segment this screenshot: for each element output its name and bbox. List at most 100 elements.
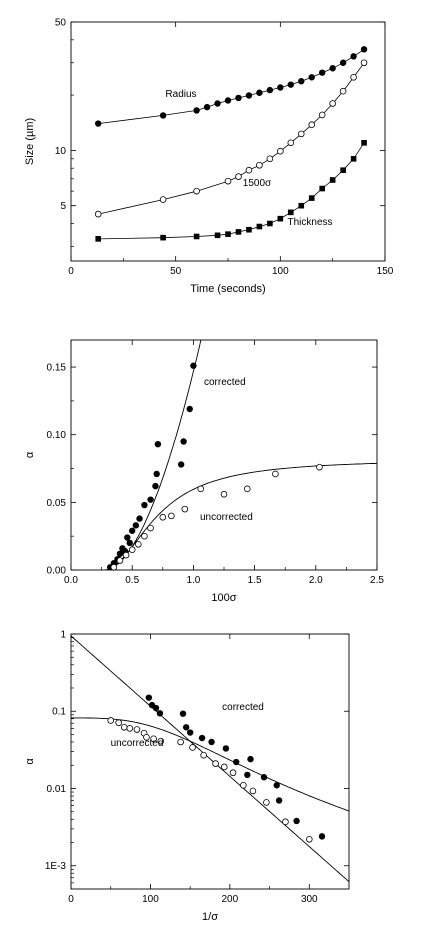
annotation-label: uncorrected — [111, 738, 164, 749]
data-point — [154, 440, 162, 448]
data-point — [245, 92, 253, 99]
x-tick-label: 200 — [222, 894, 239, 905]
data-point — [224, 97, 232, 104]
data-point — [297, 130, 305, 138]
data-point — [316, 463, 323, 471]
data-point — [220, 763, 228, 771]
fit-curves — [103, 340, 377, 570]
x-tick-label: 1.5 — [248, 575, 262, 586]
data-point — [233, 758, 240, 766]
fit-line-uncorrected — [71, 717, 349, 812]
data-point — [329, 177, 336, 183]
data-point — [126, 725, 134, 732]
fit-curves — [98, 48, 365, 240]
y-tick-label: 0.1 — [52, 707, 66, 718]
data-point — [197, 485, 205, 493]
data-point — [263, 799, 270, 806]
x-tick-label: 1.0 — [186, 575, 200, 586]
data-point — [135, 540, 142, 548]
data-point — [308, 74, 315, 81]
y-tick-label: 1E-3 — [45, 861, 67, 872]
data-point — [246, 226, 252, 233]
data-point — [136, 515, 143, 522]
data-point — [308, 121, 316, 129]
x-tick-label: 50 — [170, 266, 182, 277]
data-point — [107, 717, 115, 724]
data-point — [245, 166, 253, 174]
data-point — [145, 694, 153, 701]
data-point — [318, 833, 326, 840]
data-point — [179, 710, 187, 717]
x-tick-label: 0.0 — [64, 575, 78, 586]
series-uncorrected — [110, 463, 323, 571]
plot-frame — [70, 21, 386, 262]
data-point — [126, 539, 133, 547]
data-point — [266, 86, 274, 94]
data-point — [95, 120, 102, 127]
data-point — [150, 735, 157, 743]
y-axis-label: Size (µm) — [24, 118, 36, 165]
data-point — [110, 563, 118, 571]
data-point — [293, 817, 300, 825]
data-point — [256, 223, 263, 230]
chart-panel-2: 0.0 0.5 1.0 1.5 2.0 2.5 0.00 0.05 0.10 0.15 100σ α c… — [24, 339, 384, 604]
data-point — [360, 46, 368, 53]
y-tick-label: 0.05 — [47, 498, 67, 509]
data-point — [208, 738, 215, 746]
data-point — [132, 522, 140, 529]
data-point — [282, 818, 289, 826]
data-point — [122, 551, 130, 559]
series-1500- — [94, 59, 368, 218]
data-point — [256, 161, 263, 169]
x-axis-label: 100σ — [211, 592, 236, 604]
data-point — [190, 362, 197, 369]
data-point — [147, 524, 154, 532]
series-uncorrected — [107, 717, 313, 843]
data-point — [94, 210, 102, 218]
data-point — [198, 734, 206, 742]
data-point — [260, 774, 268, 781]
data-point — [272, 470, 279, 478]
x-tick-label: 150 — [377, 266, 394, 277]
data-point — [277, 147, 284, 155]
x-tick-label: 300 — [301, 894, 318, 905]
series-corrected — [145, 694, 326, 840]
data-point — [168, 512, 175, 520]
x-axis-label: Time (seconds) — [190, 283, 265, 295]
data-point — [319, 69, 326, 76]
data-point — [193, 187, 200, 195]
data-point — [159, 196, 167, 203]
data-point — [157, 737, 165, 745]
series-line — [98, 62, 365, 215]
data-point — [247, 755, 254, 763]
data-point — [95, 236, 102, 242]
chart-panel-3: 0 100 200 300 1 0.1 0.01 1E-3 1/σ α corrected uncor… — [24, 630, 350, 923]
annotation-label: corrected — [204, 377, 246, 388]
data-point — [153, 470, 160, 478]
data-point — [288, 209, 294, 216]
data-point — [287, 139, 295, 147]
data-point — [340, 167, 346, 174]
data-point — [116, 557, 124, 564]
data-point — [159, 513, 167, 521]
fit-line-uncorrected — [103, 462, 377, 570]
data-point — [180, 438, 187, 445]
y-tick-label: 0.00 — [47, 566, 67, 577]
data-point — [235, 229, 242, 235]
data-point — [240, 781, 247, 789]
data-point — [339, 59, 347, 66]
data-point — [159, 112, 167, 119]
data-point — [298, 78, 305, 85]
y-tick-label: 1 — [60, 630, 66, 641]
data-point — [329, 65, 336, 72]
data-point — [141, 501, 148, 509]
data-point — [235, 173, 242, 180]
fit-line-corrected — [105, 340, 202, 570]
data-point — [143, 734, 150, 741]
data-point — [133, 726, 141, 733]
data-point — [273, 782, 280, 789]
data-point — [267, 220, 273, 227]
data-point — [244, 771, 251, 779]
data-point — [177, 738, 184, 746]
